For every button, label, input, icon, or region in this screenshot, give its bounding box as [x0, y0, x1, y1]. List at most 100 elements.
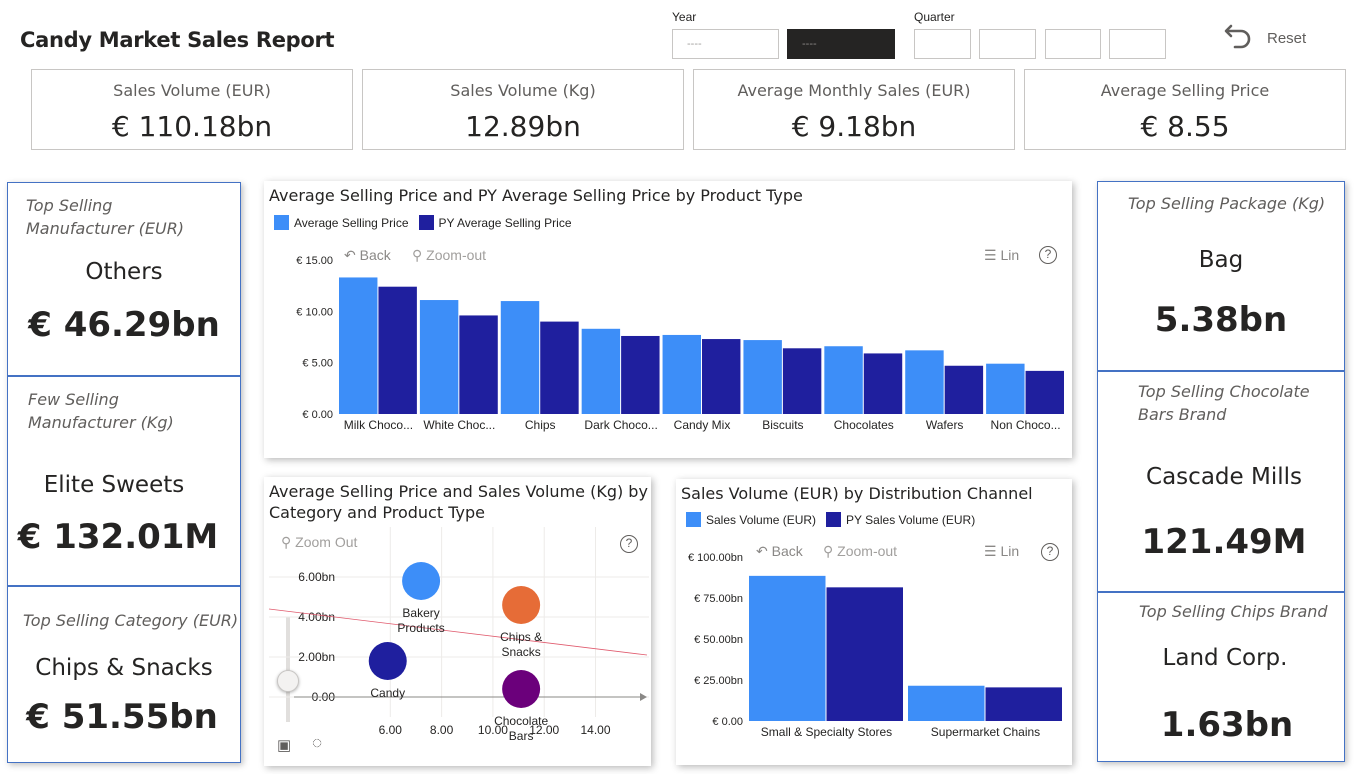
quarter-slicer-label: Quarter [914, 10, 955, 24]
card-few-selling-manufacturer: Few Selling Manufacturer (Kg) Elite Sweet… [8, 375, 240, 585]
bar[interactable] [540, 321, 579, 414]
card-label: Top Selling Package (Kg) [1128, 194, 1326, 213]
sales-by-channel-chart[interactable]: Sales Volume (EUR) by Distribution Chann… [676, 479, 1072, 765]
card-name: Land Corp. [1162, 645, 1288, 671]
bar[interactable] [662, 334, 701, 414]
kpi-value: € 110.18bn [111, 110, 273, 143]
zoom-out-label: Zoom Out [295, 534, 358, 550]
card-top-selling-chocolate-brand: Top Selling Chocolate Bars Brand Cascade … [1098, 370, 1344, 592]
bar[interactable] [944, 365, 984, 414]
help-icon[interactable]: ? [1041, 543, 1059, 561]
card-top-selling-manufacturer: Top Selling Manufacturer (EUR) Others € 4… [8, 183, 240, 377]
bar[interactable] [419, 300, 459, 414]
bar[interactable] [985, 687, 1063, 721]
bar[interactable] [621, 335, 660, 414]
price-volume-scatter-chart[interactable]: Average Selling Price and Sales Volume (… [264, 477, 651, 766]
year-option-1[interactable]: ---- [672, 29, 779, 59]
bar[interactable] [863, 353, 903, 414]
y-tick-label: € 15.00 [296, 255, 333, 267]
card-value: 1.63bn [1160, 705, 1294, 745]
zoom-out-icon: ⚲ [823, 543, 834, 559]
quarter-option-4[interactable] [1109, 29, 1166, 59]
bar[interactable] [581, 328, 621, 414]
zoom-out-label: Zoom-out [837, 543, 898, 559]
lin-button[interactable]: ☰ Lin [984, 247, 1019, 264]
kpi-sales-volume-eur: Sales Volume (EUR) € 110.18bn [31, 69, 353, 150]
year-option-2[interactable]: ---- [787, 29, 895, 59]
card-value: 121.49M [1141, 522, 1307, 562]
legend-item-current[interactable]: Sales Volume (EUR) [686, 512, 816, 527]
bar[interactable] [702, 339, 741, 414]
quarter-option-1[interactable] [914, 29, 971, 59]
reset-label: Reset [1267, 30, 1307, 47]
legend-item-py[interactable]: PY Sales Volume (EUR) [826, 512, 975, 527]
legend-label: PY Sales Volume (EUR) [846, 512, 976, 527]
kpi-sales-volume-kg: Sales Volume (Kg) 12.89bn [362, 69, 684, 150]
scatter-point[interactable] [502, 670, 541, 708]
x-tick-label: 10.00 [478, 723, 508, 737]
back-button[interactable]: ↶ Back [756, 543, 803, 560]
bar[interactable] [986, 363, 1025, 414]
legend-swatch [418, 215, 434, 230]
x-tick-label: Dark Choco... [584, 418, 657, 432]
left-card-stack: Top Selling Manufacturer (EUR) Others € 4… [7, 182, 241, 763]
x-tick-label: 12.00 [529, 723, 559, 737]
x-tick-label: 6.00 [379, 723, 403, 737]
legend-item-py[interactable]: PY Average Selling Price [418, 215, 572, 230]
card-top-selling-chips-brand: Top Selling Chips Brand Land Corp. 1.63b… [1098, 591, 1344, 763]
bar[interactable] [378, 286, 417, 414]
card-label: Top Selling Chocolate Bars Brand [1138, 382, 1310, 424]
chart-legend: Average Selling Price PY Average Selling… [274, 215, 582, 230]
legend-item-current[interactable]: Average Selling Price [274, 215, 409, 230]
kpi-value: € 8.55 [1140, 110, 1230, 143]
x-tick-label: White Choc... [423, 418, 495, 432]
bar[interactable] [500, 301, 540, 414]
y-tick-label: € 75.00bn [694, 593, 743, 605]
lin-button[interactable]: ☰ Lin [984, 543, 1019, 560]
zoom-out-button[interactable]: ⚲ Zoom Out [281, 534, 357, 551]
bar[interactable] [743, 340, 782, 414]
chart-title: Average Selling Price and Sales Volume (… [269, 482, 648, 522]
y-tick-label: € 10.00 [296, 306, 333, 318]
zoom-out-button[interactable]: ⚲ Zoom-out [823, 543, 897, 560]
x-tick-label: Candy Mix [674, 418, 731, 432]
scatter-point[interactable] [368, 642, 407, 680]
x-tick-label: Milk Choco... [344, 418, 413, 432]
legend-label: Sales Volume (EUR) [706, 512, 817, 527]
bar[interactable] [905, 350, 944, 414]
lasso-icon[interactable]: ◌ [312, 733, 323, 752]
back-button[interactable]: ↶ Back [344, 247, 391, 264]
point-label: Candy [370, 686, 405, 700]
scatter-point[interactable] [502, 586, 541, 624]
quarter-option-3[interactable] [1045, 29, 1101, 59]
card-name: Elite Sweets [43, 472, 185, 498]
point-label: Bakery [402, 606, 439, 620]
kpi-average-monthly-sales: Average Monthly Sales (EUR) € 9.18bn [693, 69, 1015, 150]
bar[interactable] [824, 346, 863, 414]
zoom-slider-handle[interactable] [277, 670, 299, 692]
bar[interactable] [782, 348, 822, 414]
point-label: Bars [509, 729, 534, 743]
bar[interactable] [908, 685, 985, 721]
y-tick-label: 6.00bn [298, 570, 335, 584]
lin-label: Lin [1000, 543, 1020, 559]
bar[interactable] [749, 575, 826, 721]
kpi-label: Average Selling Price [1100, 81, 1270, 100]
bar[interactable] [826, 587, 904, 721]
bar[interactable] [339, 277, 378, 414]
price-by-product-type-chart[interactable]: Average Selling Price and PY Average Sel… [264, 181, 1072, 458]
zoom-out-icon: ⚲ [281, 534, 292, 550]
help-icon[interactable]: ? [1039, 246, 1057, 264]
kpi-label: Average Monthly Sales (EUR) [737, 81, 971, 100]
card-top-selling-package: Top Selling Package (Kg) Bag 5.38bn [1098, 182, 1344, 372]
zoom-out-button[interactable]: ⚲ Zoom-out [412, 247, 486, 264]
x-tick-label: Chocolates [834, 418, 894, 432]
help-icon[interactable]: ? [620, 535, 638, 553]
bar[interactable] [1025, 370, 1064, 414]
bar[interactable] [459, 315, 498, 414]
reset-button[interactable]: Reset [1222, 18, 1312, 58]
camera-icon[interactable]: ▣ [277, 737, 292, 754]
scatter-point[interactable] [402, 562, 441, 600]
x-tick-label: Supermarket Chains [931, 725, 1040, 739]
quarter-option-2[interactable] [979, 29, 1036, 59]
